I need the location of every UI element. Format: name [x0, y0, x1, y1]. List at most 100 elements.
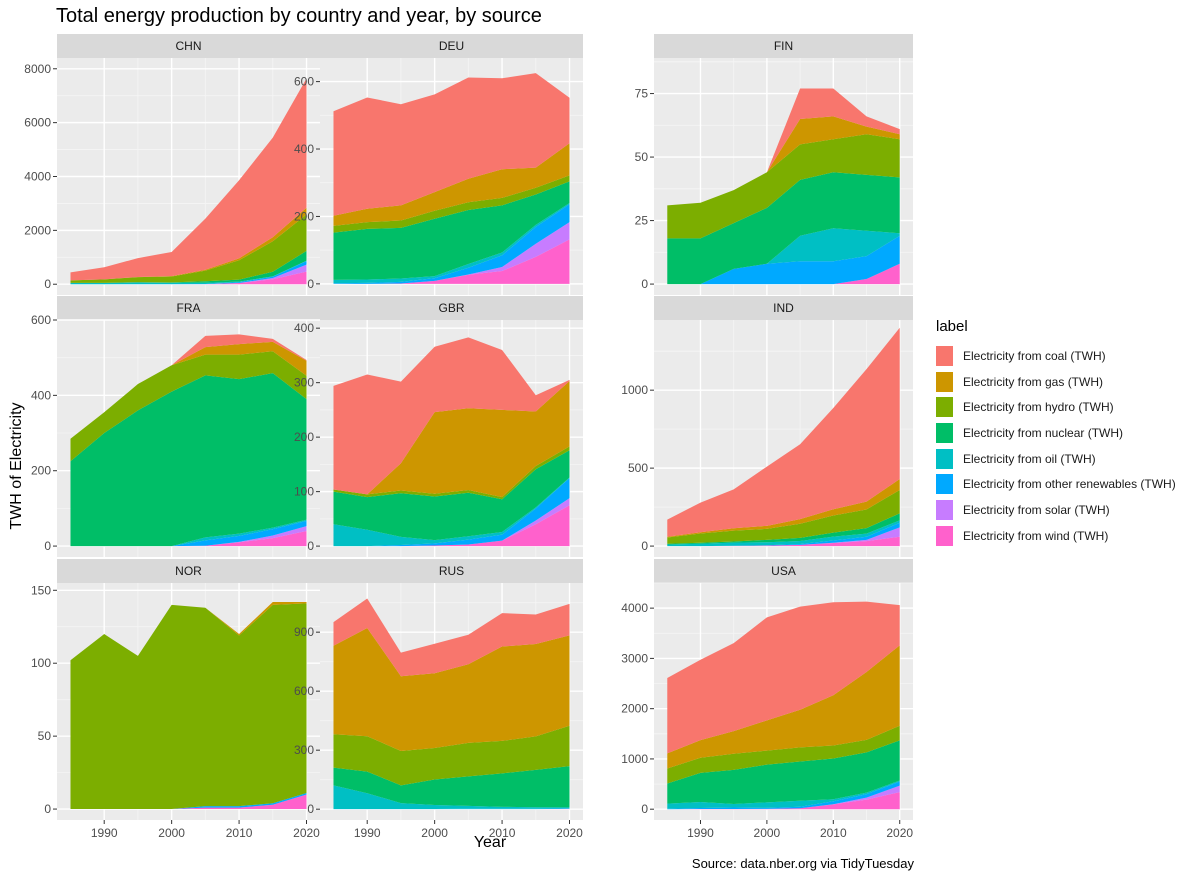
legend-item: Electricity from hydro (TWH)	[936, 394, 1176, 420]
y-tick-label: 0	[44, 277, 51, 291]
panel-usa: USA 0 1000 2000 3000 4000 1990 2000 2010 2020	[621, 559, 913, 840]
area-series	[667, 263, 900, 285]
area-series	[333, 143, 570, 226]
y-tick-label: 50	[38, 729, 52, 743]
facet-strip-label: DEU	[439, 39, 464, 53]
panel-rus: RUS 0 300 600 900 1990 2000 2010 2020	[294, 559, 583, 840]
facet-strip-label: GBR	[438, 301, 464, 315]
y-tick-label: 6000	[24, 116, 51, 130]
facet-strip-label: RUS	[439, 564, 464, 578]
y-tick-label: 0	[307, 277, 314, 291]
facet-strip-label: USA	[771, 564, 796, 578]
area-series	[70, 373, 307, 547]
area-series	[667, 489, 900, 544]
area-series	[667, 536, 900, 547]
legend-swatch	[936, 345, 953, 366]
area-series	[667, 327, 900, 537]
area-series	[333, 204, 570, 284]
area-series	[333, 478, 570, 547]
legend-title: label	[936, 318, 968, 335]
y-tick-label: 1000	[621, 383, 648, 397]
area-series	[333, 598, 570, 677]
area-series	[70, 603, 307, 810]
area-series	[333, 73, 570, 216]
legend-swatch	[936, 422, 953, 443]
x-tick-label: 2000	[158, 826, 185, 840]
area-series	[333, 239, 570, 284]
legend-label: Electricity from oil (TWH)	[963, 451, 1096, 466]
y-tick-label: 300	[294, 743, 314, 757]
area-series	[667, 172, 900, 285]
y-tick-label: 100	[31, 656, 51, 670]
legend-swatch	[936, 448, 953, 469]
legend-label: Electricity from hydro (TWH)	[963, 400, 1114, 415]
legend-item: Electricity from wind (TWH)	[936, 523, 1176, 549]
y-tick-label: 8000	[24, 62, 51, 76]
legend-label: Electricity from other renewables (TWH)	[963, 477, 1176, 492]
y-tick-label: 0	[307, 539, 314, 553]
legend-swatch	[936, 371, 953, 392]
facet-strip	[654, 34, 913, 58]
facet-strip	[654, 559, 913, 583]
y-tick-label: 400	[31, 388, 51, 402]
y-tick-label: 600	[294, 75, 314, 89]
area-series	[667, 780, 900, 809]
x-tick-label: 1990	[687, 826, 714, 840]
panel-nor: NOR 0 50 100 150 1990 2000 2010 2020	[31, 559, 320, 840]
legend-item: Electricity from coal (TWH)	[936, 343, 1176, 369]
facet-strip	[57, 296, 320, 320]
chart-title: Total energy production by country and y…	[56, 5, 542, 27]
facet-strip	[320, 34, 583, 58]
legend-item: Electricity from other renewables (TWH)	[936, 471, 1176, 497]
area-series	[667, 235, 900, 285]
facet-strip	[57, 34, 320, 58]
area-series	[667, 134, 900, 239]
panel-gbr: GBR 0 100 200 300 400	[294, 296, 583, 557]
x-tick-label: 2000	[754, 826, 781, 840]
facet-strip	[320, 296, 583, 320]
area-series	[70, 78, 307, 281]
x-tick-label: 2020	[886, 826, 913, 840]
x-tick-label: 2020	[293, 826, 320, 840]
area-series	[333, 505, 570, 547]
y-tick-label: 150	[31, 583, 51, 597]
area-series	[667, 88, 900, 206]
area-series	[70, 794, 307, 810]
area-series	[70, 214, 307, 283]
area-series	[667, 645, 900, 769]
legend: label Electricity from coal (TWH) Electri…	[936, 318, 1176, 549]
facet-strip-label: NOR	[175, 564, 202, 578]
area-series	[333, 785, 570, 809]
panel-fin: FIN 0 25 50 75	[635, 34, 913, 295]
area-series	[333, 628, 570, 751]
legend-swatch	[936, 397, 953, 418]
x-tick-label: 2010	[820, 826, 847, 840]
y-tick-label: 0	[641, 539, 648, 553]
y-tick-label: 600	[31, 313, 51, 327]
facet-strip-label: IND	[773, 301, 794, 315]
y-tick-label: 400	[294, 142, 314, 156]
area-series	[333, 477, 570, 547]
legend-items: Electricity from coal (TWH) Electricity f…	[936, 343, 1176, 549]
y-tick-label: 0	[641, 802, 648, 816]
panel-deu: DEU 0 200 400 600	[294, 34, 583, 295]
facet-strip	[654, 296, 913, 320]
area-series	[667, 228, 900, 285]
x-axis-label: Year	[473, 834, 507, 851]
legend-item: Electricity from oil (TWH)	[936, 446, 1176, 472]
facet-strip-label: CHN	[176, 39, 202, 53]
area-series	[333, 725, 570, 786]
y-tick-label: 0	[44, 539, 51, 553]
legend-swatch	[936, 474, 953, 495]
y-tick-label: 400	[294, 321, 314, 335]
area-series	[667, 781, 900, 810]
y-tick-label: 200	[31, 464, 51, 478]
legend-swatch	[936, 499, 953, 520]
y-tick-label: 300	[294, 376, 314, 390]
area-series	[667, 725, 900, 784]
area-series	[667, 740, 900, 805]
area-series	[70, 334, 307, 439]
y-tick-label: 3000	[621, 651, 648, 665]
y-tick-label: 500	[628, 461, 648, 475]
